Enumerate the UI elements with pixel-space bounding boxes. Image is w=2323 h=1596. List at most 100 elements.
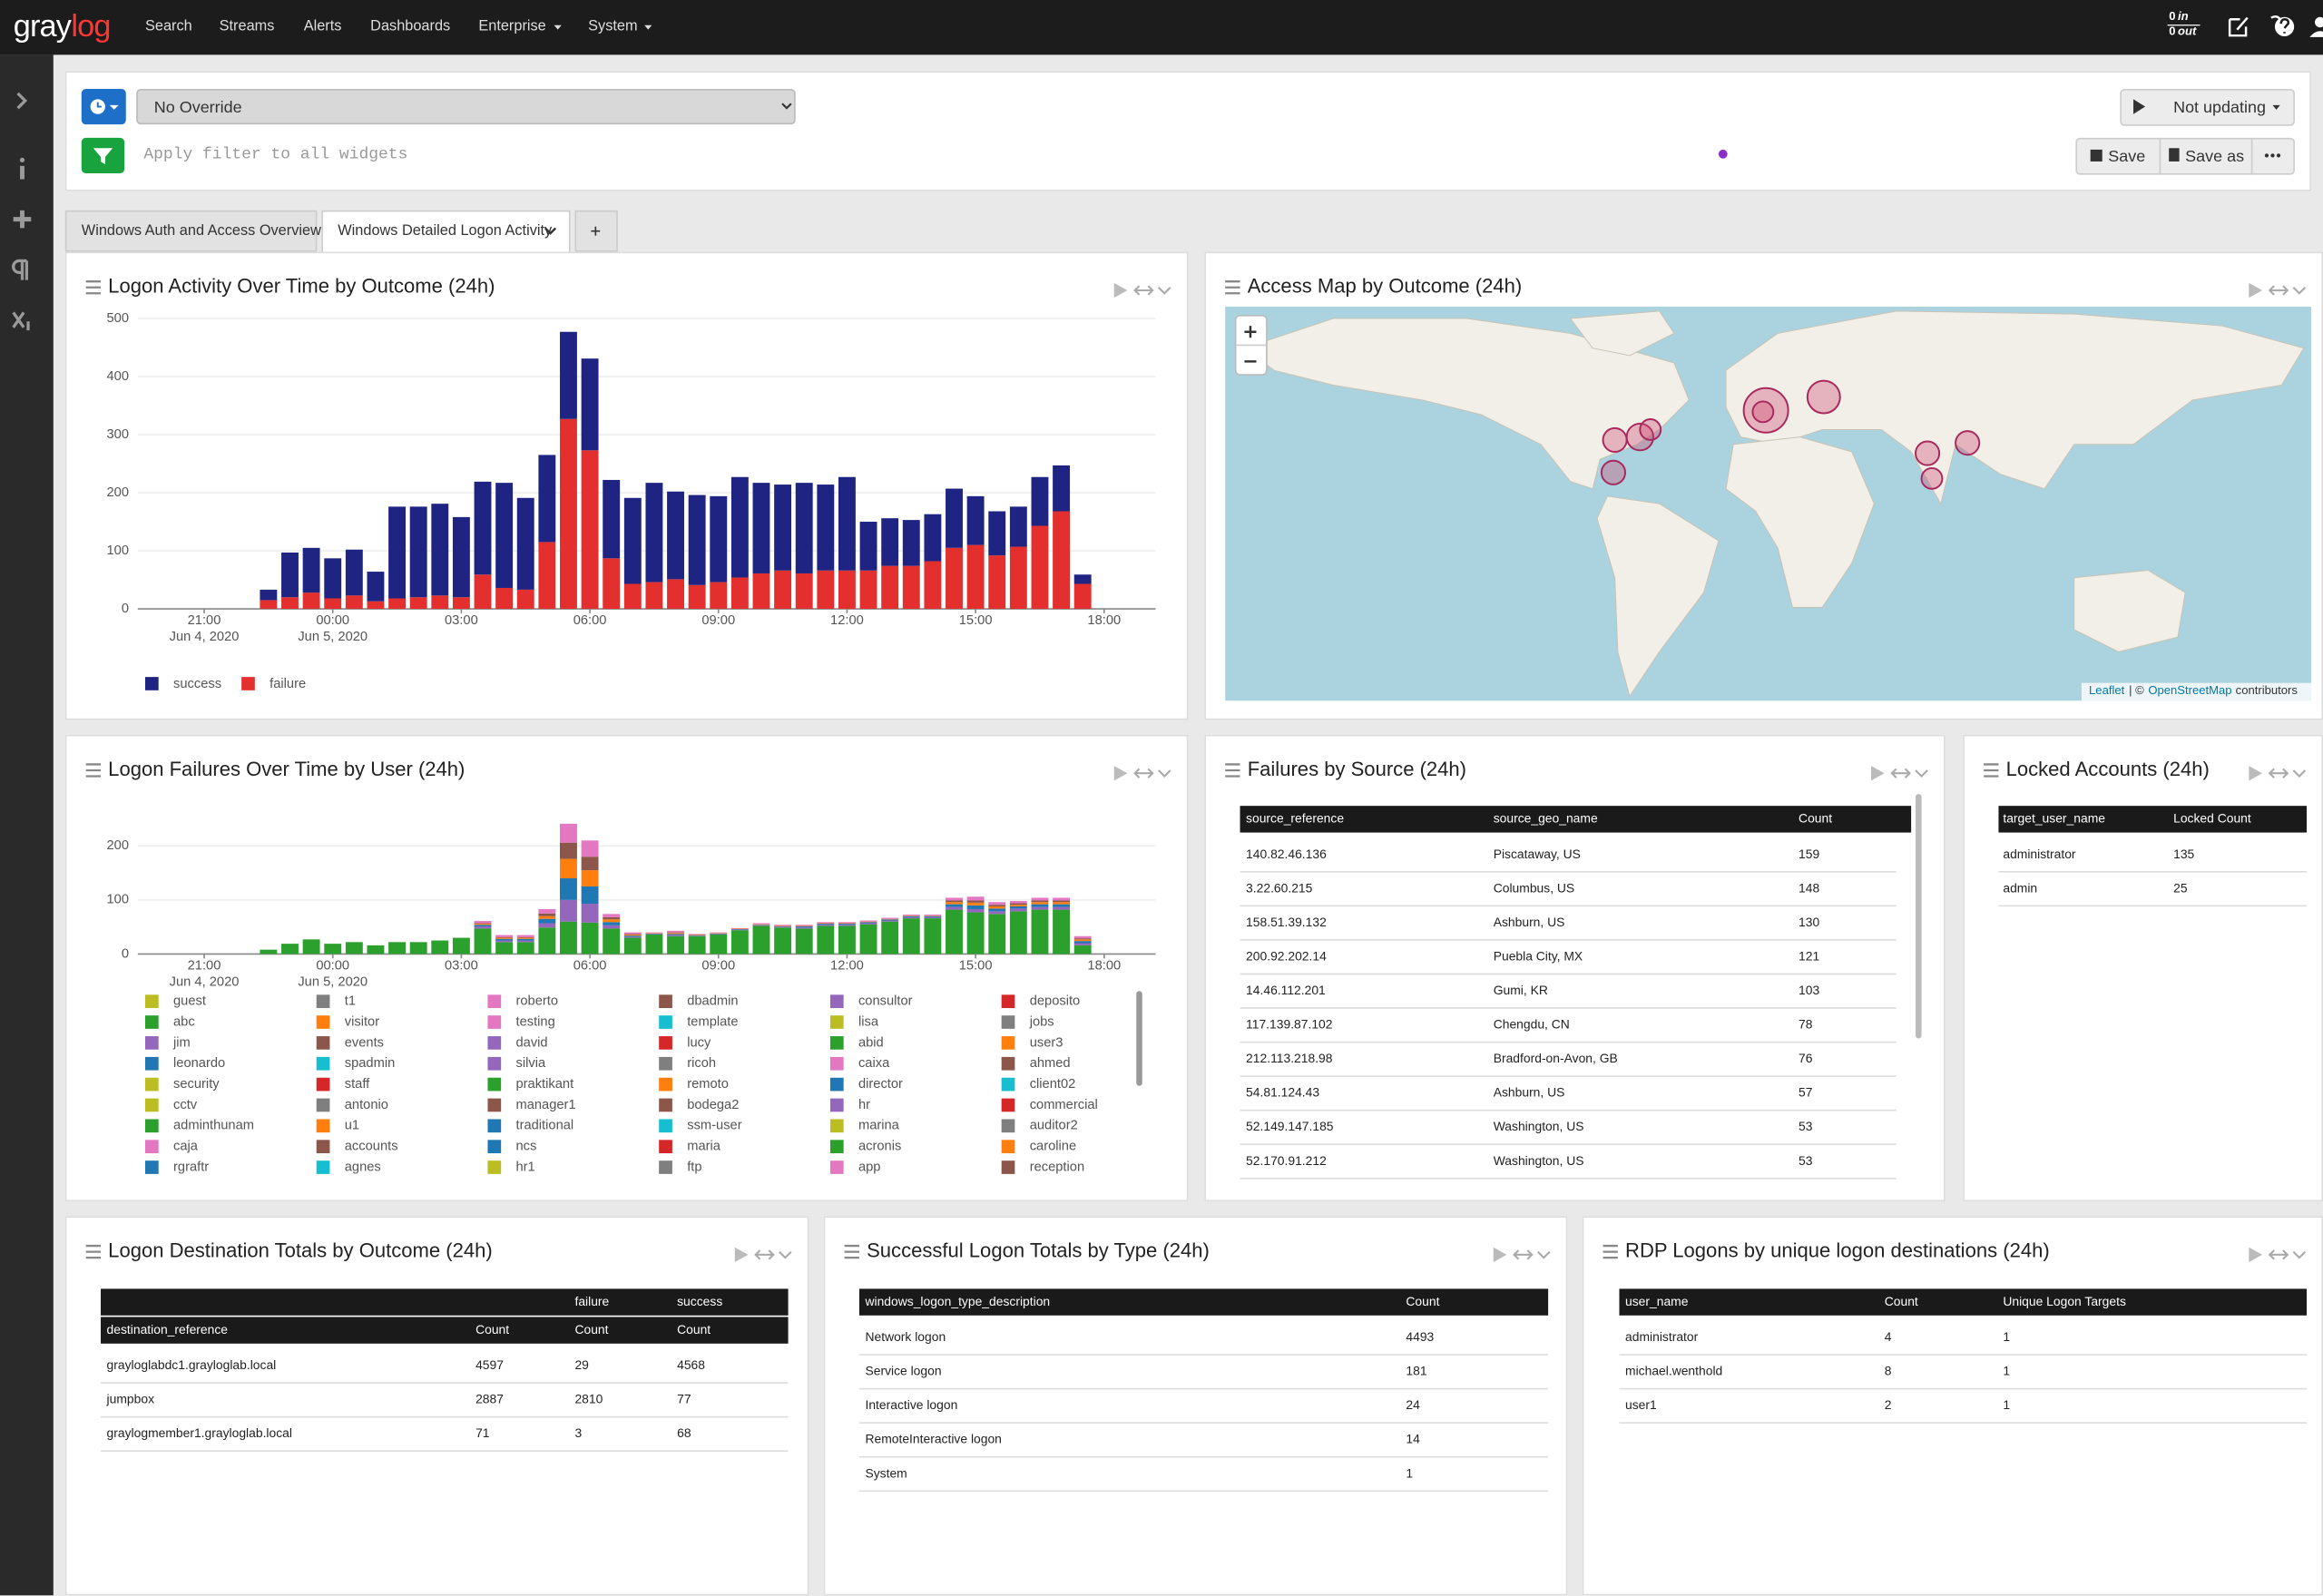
attribution-text: | © xyxy=(2129,683,2144,698)
table-header xyxy=(1240,806,1912,833)
table-cell: 148 xyxy=(1799,880,1820,896)
column-header[interactable]: Count xyxy=(475,1321,510,1337)
add-tab[interactable] xyxy=(574,210,618,252)
column-header[interactable]: Locked Count xyxy=(2173,810,2251,826)
row-separator xyxy=(1240,973,1897,975)
table-cell: graylogmember1.grayloglab.local xyxy=(106,1425,292,1441)
table-group-header xyxy=(101,1288,789,1316)
widget-title: Logon Activity Over Time by Outcome (24h… xyxy=(108,274,495,298)
tab[interactable] xyxy=(64,210,318,252)
table-cell: 68 xyxy=(677,1425,691,1441)
logo[interactable]: log xyxy=(71,9,111,44)
row-separator xyxy=(1240,939,1897,941)
table-cell: 57 xyxy=(1799,1084,1813,1100)
row-separator xyxy=(1240,1075,1897,1077)
table-cell: 53 xyxy=(1799,1152,1813,1169)
nav-item[interactable]: Search xyxy=(145,18,192,35)
column-header[interactable]: target_user_name xyxy=(2003,810,2105,826)
filter-button[interactable] xyxy=(81,137,125,174)
table-cell: 159 xyxy=(1799,846,1820,862)
table-header xyxy=(858,1288,1549,1316)
sidebar xyxy=(0,54,54,1596)
table-cell: 54.81.124.43 xyxy=(1246,1084,1320,1100)
table-cell: 4568 xyxy=(677,1357,706,1373)
attribution-text: contributors xyxy=(2235,683,2298,698)
column-header[interactable]: source_geo_name xyxy=(1493,810,1598,826)
row-separator xyxy=(1240,1109,1897,1111)
table-cell: Ashburn, US xyxy=(1493,1084,1565,1100)
table-cell: 2 xyxy=(1884,1397,1892,1413)
nav-item[interactable]: Alerts xyxy=(303,18,342,35)
column-header[interactable]: user_name xyxy=(1625,1293,1689,1309)
widget xyxy=(64,1216,809,1596)
table-cell: 140.82.46.136 xyxy=(1246,846,1327,862)
timerange-select[interactable] xyxy=(136,88,796,125)
column-header[interactable]: windows_logon_type_description xyxy=(865,1293,1051,1309)
widget xyxy=(823,1216,1568,1596)
row-separator xyxy=(1619,1422,2308,1424)
refresh-button[interactable] xyxy=(2120,88,2295,126)
table-cell: System xyxy=(865,1465,907,1481)
table-cell: 130 xyxy=(1799,914,1820,930)
attribution-link[interactable]: OpenStreetMap xyxy=(2148,683,2232,698)
throughput-unit: out xyxy=(2178,24,2197,38)
widget xyxy=(64,734,1189,1202)
throughput-value: 0 xyxy=(2169,9,2176,24)
tab-label[interactable]: Windows Detailed Logon Activity xyxy=(338,222,553,240)
row-separator xyxy=(858,1387,1549,1390)
column-header[interactable]: destination_reference xyxy=(106,1321,229,1337)
row-separator xyxy=(1240,1143,1897,1146)
table-cell: 2810 xyxy=(574,1391,603,1406)
table-cell: 53 xyxy=(1799,1119,1813,1134)
tab-active[interactable] xyxy=(321,210,571,254)
column-header[interactable]: Count xyxy=(574,1321,609,1337)
refresh-label[interactable]: Not updating xyxy=(2173,99,2266,117)
table-cell: Service logon xyxy=(865,1363,942,1378)
table-header xyxy=(1998,806,2308,833)
row-separator xyxy=(858,1490,1549,1493)
row-separator xyxy=(1240,1177,1897,1180)
table-cell: Gumi, KR xyxy=(1493,982,1548,998)
widget xyxy=(64,251,1189,720)
table-cell: 200.92.202.14 xyxy=(1246,948,1327,964)
widget-title: Failures by Source (24h) xyxy=(1247,758,1467,780)
row-separator xyxy=(1619,1354,2308,1356)
nav-item[interactable]: Streams xyxy=(219,18,275,35)
table-cell: 14.46.112.201 xyxy=(1246,982,1326,998)
table-cell: 1 xyxy=(1406,1465,1414,1481)
row-separator xyxy=(1998,905,2308,907)
attribution-link[interactable]: Leaflet xyxy=(2089,683,2125,698)
column-header[interactable]: Count xyxy=(1884,1293,1918,1309)
nav-item[interactable]: Dashboards xyxy=(370,18,451,35)
throughput-unit: in xyxy=(2178,9,2189,24)
column-header[interactable]: Unique Logon Targets xyxy=(2003,1293,2126,1309)
group-header-cell: failure xyxy=(574,1293,610,1309)
timerange-value[interactable]: No Override xyxy=(153,99,242,117)
column-header[interactable]: source_reference xyxy=(1246,810,1345,826)
table-cell: Chengdu, CN xyxy=(1493,1016,1570,1032)
tab-label[interactable]: Windows Auth and Access Overview xyxy=(81,222,321,240)
column-header[interactable]: Count xyxy=(1406,1293,1440,1309)
logo[interactable]: gray xyxy=(13,9,72,44)
table-cell: 76 xyxy=(1799,1051,1813,1066)
table-cell: 103 xyxy=(1799,982,1820,998)
table-cell: grayloglabdc1.grayloglab.local xyxy=(106,1357,277,1373)
table-cell: 1 xyxy=(2003,1329,2011,1345)
column-header[interactable]: Count xyxy=(677,1321,711,1337)
nav-item[interactable]: System xyxy=(588,18,638,35)
table-cell: 4 xyxy=(1884,1329,1892,1345)
table-cell: Puebla City, MX xyxy=(1493,948,1583,964)
table-cell: 158.51.39.132 xyxy=(1246,914,1327,930)
filter-input[interactable]: Apply filter to all widgets xyxy=(143,146,408,165)
time-button[interactable] xyxy=(81,88,126,125)
row-separator xyxy=(858,1354,1549,1356)
row-separator xyxy=(858,1455,1549,1458)
table-cell: Bradford-on-Avon, GB xyxy=(1493,1051,1618,1066)
table-cell: Network logon xyxy=(865,1329,946,1345)
nav-item[interactable]: Enterprise xyxy=(478,18,546,35)
table-cell: admin xyxy=(2003,880,2038,896)
save-label[interactable]: Save xyxy=(2108,148,2146,166)
save-as-label[interactable]: Save as xyxy=(2185,148,2245,166)
table-cell: 8 xyxy=(1884,1363,1892,1378)
column-header[interactable]: Count xyxy=(1799,810,1833,826)
